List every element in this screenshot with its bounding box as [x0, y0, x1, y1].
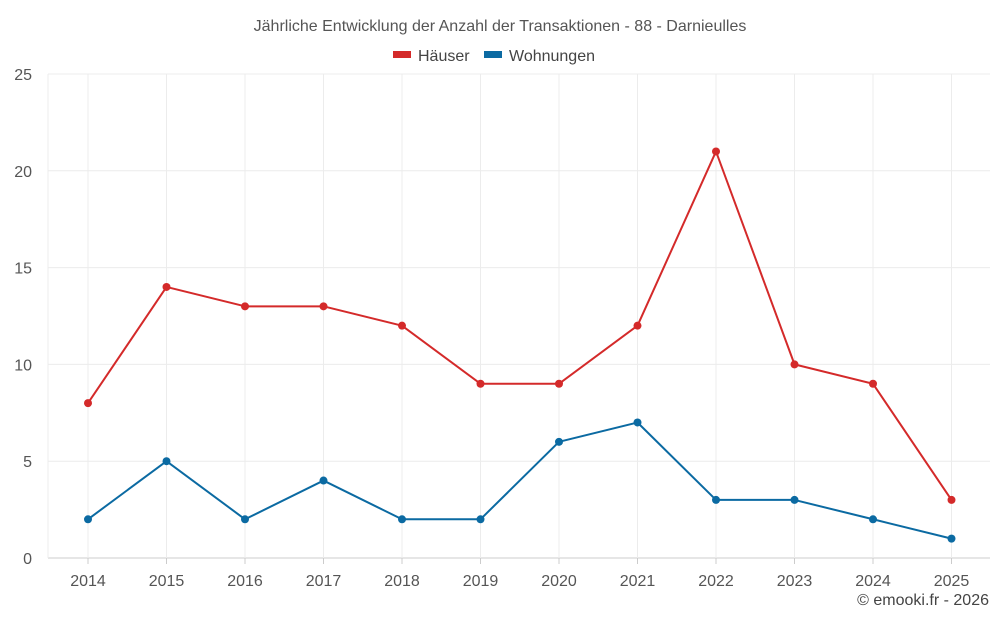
y-tick-label: 10	[14, 357, 32, 374]
x-tick-label: 2023	[777, 573, 813, 590]
legend: Häuser Wohnungen	[393, 48, 595, 65]
x-tick-label: 2015	[149, 573, 185, 590]
data-point-wohnungen[interactable]	[398, 515, 406, 524]
data-point-wohnungen[interactable]	[712, 495, 720, 504]
data-point-haeuser[interactable]	[398, 321, 406, 330]
data-point-wohnungen[interactable]	[319, 476, 328, 485]
y-tick-label: 5	[23, 454, 32, 471]
x-tick-label: 2014	[70, 573, 106, 590]
data-point-wohnungen[interactable]	[633, 418, 642, 427]
legend-swatch-haeuser	[393, 51, 411, 58]
series-group	[84, 147, 956, 543]
x-axis: 2014 2015 2016 2017 2018 2019 2020 2021 2022 2023…	[70, 558, 969, 590]
x-tick-label: 2018	[384, 573, 420, 590]
chart-title: Jährliche Entwicklung der Anzahl der Tra…	[254, 18, 747, 35]
data-point-haeuser[interactable]	[712, 147, 720, 156]
series-line-haeuser	[87, 150, 953, 501]
data-point-wohnungen[interactable]	[869, 515, 877, 524]
data-point-haeuser[interactable]	[633, 321, 642, 330]
data-point-haeuser[interactable]	[555, 379, 563, 388]
legend-label-wohnungen[interactable]: Wohnungen	[509, 48, 595, 65]
x-tick-label: 2017	[306, 573, 342, 590]
data-point-wohnungen[interactable]	[790, 495, 799, 504]
data-point-haeuser[interactable]	[162, 282, 171, 291]
data-point-haeuser[interactable]	[241, 302, 249, 311]
credit-text: © emooki.fr - 2026	[857, 592, 989, 609]
data-point-haeuser[interactable]	[84, 399, 92, 408]
x-tick-label: 2021	[620, 573, 656, 590]
y-tick-label: 20	[14, 164, 32, 181]
data-point-wohnungen[interactable]	[84, 515, 92, 524]
y-tick-label: 0	[23, 551, 32, 568]
data-point-haeuser[interactable]	[476, 379, 485, 388]
data-point-haeuser[interactable]	[947, 495, 956, 504]
data-point-haeuser[interactable]	[790, 360, 799, 369]
grid	[47, 73, 990, 559]
data-point-haeuser[interactable]	[319, 302, 328, 311]
y-tick-label: 25	[14, 67, 32, 84]
x-tick-label: 2025	[934, 573, 970, 590]
x-tick-label: 2016	[227, 573, 263, 590]
data-point-wohnungen[interactable]	[555, 437, 563, 446]
y-axis: 0 5 10 15 20 25	[14, 67, 32, 568]
x-tick-label: 2024	[855, 573, 891, 590]
data-point-haeuser[interactable]	[869, 379, 877, 388]
legend-label-haeuser[interactable]: Häuser	[418, 48, 470, 65]
x-tick-label: 2019	[463, 573, 499, 590]
series-line-wohnungen	[87, 421, 952, 540]
x-tick-label: 2020	[541, 573, 577, 590]
data-point-wohnungen[interactable]	[476, 515, 485, 524]
data-point-wohnungen[interactable]	[947, 534, 956, 543]
x-tick-label: 2022	[698, 573, 734, 590]
legend-swatch-wohnungen	[484, 51, 502, 58]
data-point-wohnungen[interactable]	[162, 457, 171, 466]
y-tick-label: 15	[14, 261, 32, 278]
data-point-wohnungen[interactable]	[241, 515, 249, 524]
